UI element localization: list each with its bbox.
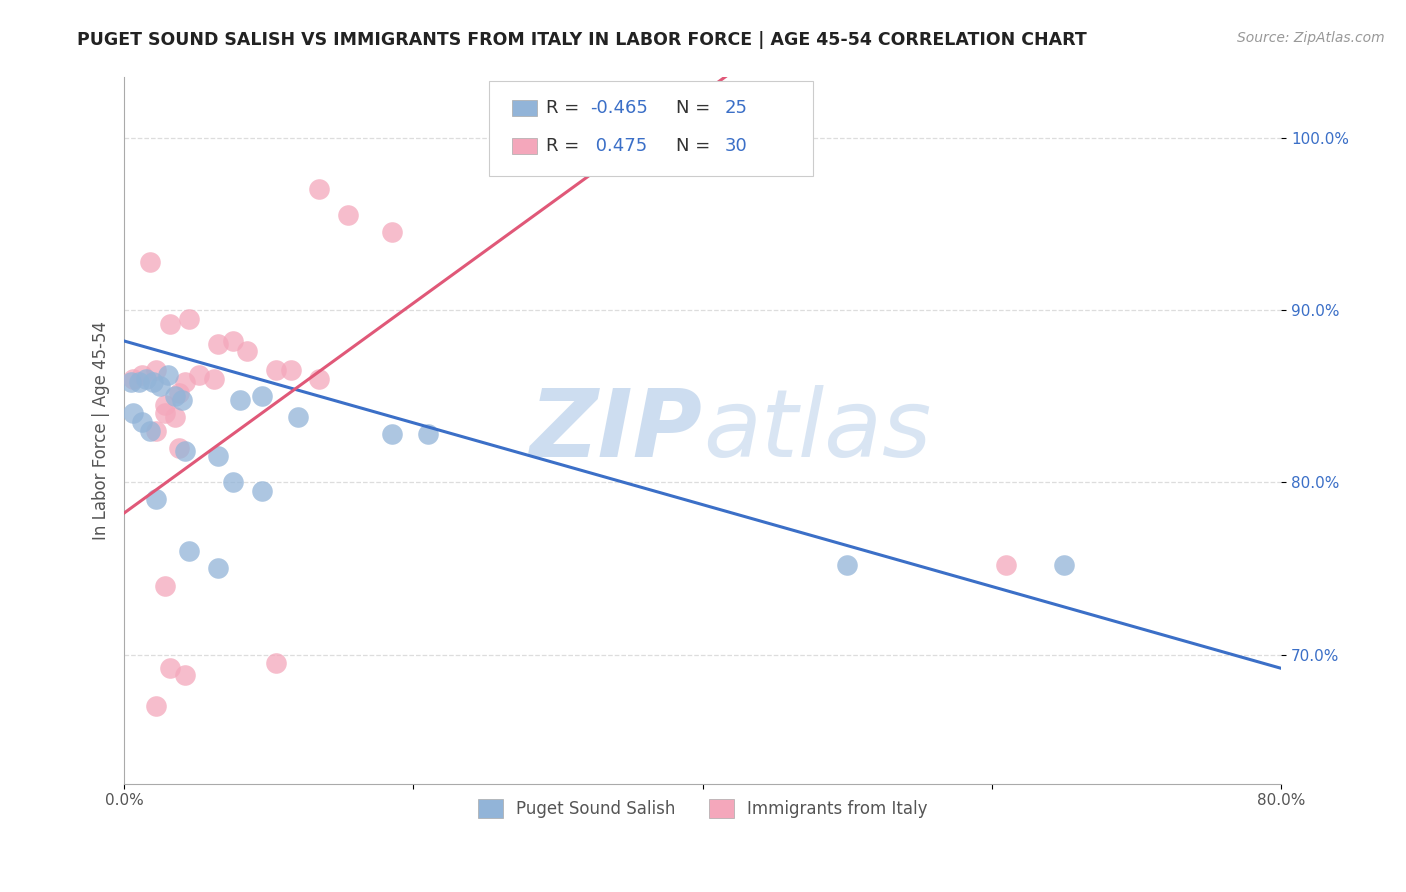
Point [179, 544, 201, 558]
Point [174, 668, 197, 682]
Point [837, 558, 859, 572]
Text: -0.465: -0.465 [591, 99, 648, 117]
Point [128, 376, 150, 390]
Text: N =: N = [676, 99, 716, 117]
Point [207, 561, 229, 575]
Point [280, 363, 302, 377]
Text: ZIP: ZIP [530, 384, 703, 476]
Point [142, 376, 165, 390]
Point [174, 444, 197, 458]
FancyBboxPatch shape [512, 100, 537, 116]
Point [156, 368, 179, 383]
Text: N =: N = [676, 137, 716, 155]
Point [250, 389, 273, 403]
Point [250, 483, 273, 498]
Text: 0.475: 0.475 [591, 137, 648, 155]
Point [179, 311, 201, 326]
Point [308, 372, 330, 386]
Text: 30: 30 [724, 137, 748, 155]
Point [145, 699, 167, 714]
Point [236, 344, 259, 359]
Y-axis label: In Labor Force | Age 45-54: In Labor Force | Age 45-54 [93, 321, 110, 540]
Point [145, 363, 167, 377]
Point [221, 475, 243, 490]
Point [188, 368, 211, 383]
Point [264, 656, 287, 670]
Point [381, 427, 404, 442]
FancyBboxPatch shape [512, 138, 537, 153]
Point [135, 372, 157, 386]
Text: PUGET SOUND SALISH VS IMMIGRANTS FROM ITALY IN LABOR FORCE | AGE 45-54 CORRELATI: PUGET SOUND SALISH VS IMMIGRANTS FROM IT… [77, 31, 1087, 49]
Point [167, 441, 190, 455]
Text: R =: R = [547, 99, 585, 117]
Point [207, 450, 229, 464]
Point [120, 376, 142, 390]
Point [145, 492, 167, 507]
Point [122, 372, 145, 386]
Point [167, 385, 190, 400]
Point [174, 376, 197, 390]
Point [207, 337, 229, 351]
Point [229, 392, 252, 407]
Point [153, 579, 176, 593]
Point [337, 208, 360, 222]
Point [153, 406, 176, 420]
Point [139, 254, 162, 268]
Point [308, 182, 330, 196]
Point [159, 661, 181, 675]
Point [416, 427, 439, 442]
Point [995, 558, 1018, 572]
FancyBboxPatch shape [489, 81, 813, 177]
Point [1053, 558, 1076, 572]
Point [163, 409, 186, 424]
Point [170, 392, 193, 407]
Point [221, 334, 243, 348]
Text: 25: 25 [724, 99, 748, 117]
Point [149, 379, 172, 393]
Text: R =: R = [547, 137, 585, 155]
Point [159, 317, 181, 331]
Point [131, 415, 153, 429]
Point [122, 406, 145, 420]
Point [264, 363, 287, 377]
Point [381, 226, 404, 240]
Legend: Puget Sound Salish, Immigrants from Italy: Puget Sound Salish, Immigrants from Ital… [471, 792, 934, 825]
Point [153, 398, 176, 412]
Point [139, 424, 162, 438]
Point [163, 389, 186, 403]
Point [287, 409, 309, 424]
Text: Source: ZipAtlas.com: Source: ZipAtlas.com [1237, 31, 1385, 45]
Point [202, 372, 225, 386]
Text: atlas: atlas [703, 385, 931, 476]
Point [145, 424, 167, 438]
Point [131, 368, 153, 383]
